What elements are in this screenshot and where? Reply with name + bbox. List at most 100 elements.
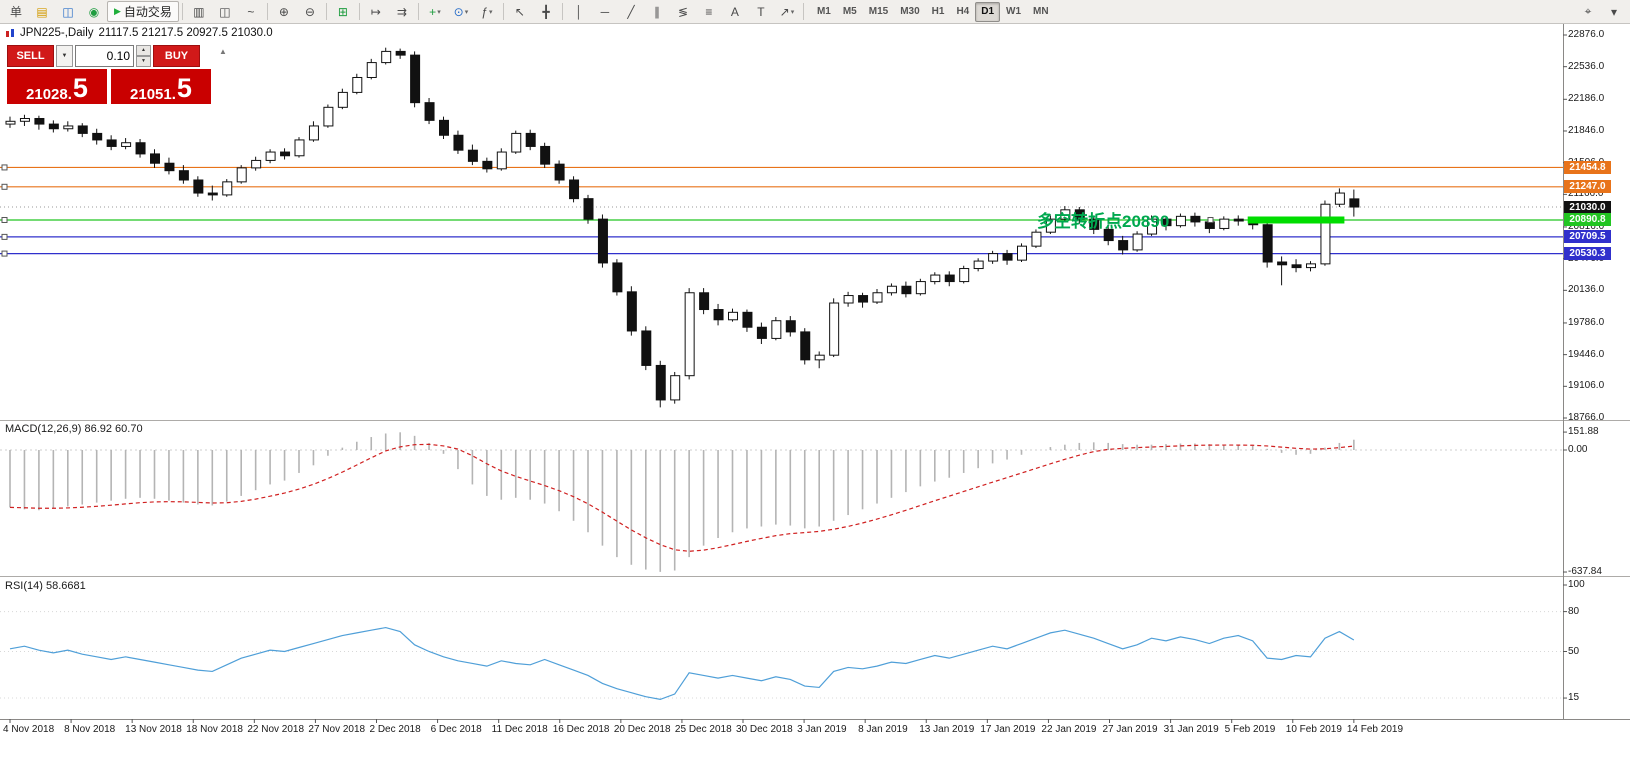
arrows-icon[interactable]: ↗ ▾ xyxy=(774,1,800,23)
cursor-icon: ↖ xyxy=(514,4,525,19)
rsi-layer xyxy=(0,611,1563,700)
date-label: 11 Dec 2018 xyxy=(491,724,548,735)
volume-input[interactable] xyxy=(75,45,134,67)
date-label: 22 Nov 2018 xyxy=(247,724,305,735)
bar-chart-icon[interactable]: ▥ xyxy=(186,1,212,23)
macd-signal-line xyxy=(9,443,1354,552)
rsi-tick: 100 xyxy=(1568,579,1585,590)
text-icon[interactable]: A xyxy=(722,1,748,23)
date-label: 18 Nov 2018 xyxy=(186,724,243,735)
fibonacci-icon[interactable]: ≶ xyxy=(670,1,696,23)
date-label: 27 Nov 2018 xyxy=(308,724,366,735)
buy-button[interactable]: BUY xyxy=(153,45,200,67)
data-window-icon: ◫ xyxy=(62,4,74,19)
price-badge: 20890.8 xyxy=(1564,213,1611,227)
arrows-icon: ↗ xyxy=(779,4,790,19)
trendline-icon[interactable]: ╱ xyxy=(618,1,644,23)
channel-icon: ∥ xyxy=(653,4,660,19)
toolbar-separator xyxy=(561,3,563,20)
macd-tick: 151.88 xyxy=(1568,426,1599,438)
timeframe-h1[interactable]: H1 xyxy=(931,6,945,17)
data-window-icon[interactable]: ◫ xyxy=(55,1,81,23)
date-label: 4 Nov 2018 xyxy=(3,724,55,735)
crosshair-icon: ╋ xyxy=(542,4,550,19)
new-chart-icon[interactable]: + ▾ xyxy=(422,1,448,23)
ohlc-values: 21117.5 21217.5 20927.5 21030.0 xyxy=(98,27,273,39)
annotation-text[interactable]: 多空转折点20890 xyxy=(1037,212,1170,231)
timeframe-m15[interactable]: M15 xyxy=(868,6,889,17)
date-label: 10 Feb 2019 xyxy=(1285,724,1342,735)
levels-icon[interactable]: ≡ xyxy=(696,1,722,23)
market-watch-icon[interactable]: ▤ xyxy=(29,1,55,23)
timeframe-h4[interactable]: H4 xyxy=(956,6,970,17)
sell-button[interactable]: SELL xyxy=(7,45,54,67)
date-label: 6 Dec 2018 xyxy=(430,724,482,735)
volume-up-button[interactable]: ▲ xyxy=(136,45,151,56)
buy-price-main: 21051. xyxy=(130,86,176,103)
zoom-in-icon: ⊕ xyxy=(278,4,289,19)
label-icon[interactable]: T xyxy=(748,1,774,23)
horizontal-line-icon: ─ xyxy=(600,4,610,19)
toolbar-separator xyxy=(417,3,419,20)
auto-scroll-icon: ⇉ xyxy=(396,4,407,19)
date-label: 17 Jan 2019 xyxy=(980,724,1036,735)
candlestick-icon[interactable]: ◫ xyxy=(212,1,238,23)
chevron-down-icon: ▾ xyxy=(790,8,795,16)
horizontal-line-icon[interactable]: ─ xyxy=(592,1,618,23)
vertical-line-icon: │ xyxy=(575,4,583,19)
price-tick: 21166.0 xyxy=(1568,188,1604,200)
channel-icon[interactable]: ∥ xyxy=(644,1,670,23)
zoom-in-icon[interactable]: ⊕ xyxy=(271,1,297,23)
date-label: 2 Dec 2018 xyxy=(369,724,421,735)
timeframe-d1[interactable]: D1 xyxy=(975,1,1001,22)
date-label: 16 Dec 2018 xyxy=(552,724,610,735)
crosshair-icon[interactable]: ╋ xyxy=(533,1,559,23)
shift-end-icon[interactable]: ↦ xyxy=(363,1,389,23)
timeframe-mn[interactable]: MN xyxy=(1033,6,1049,17)
price-badge: 20530.3 xyxy=(1564,247,1611,261)
volume-dropdown-button[interactable]: ▼ xyxy=(56,45,73,67)
one-click-trading-panel: SELL ▼ ▲ ▼ BUY 21028. 5 21051. 5 xyxy=(7,45,215,104)
cursor-icon[interactable]: ↖ xyxy=(507,1,533,23)
price-tick: 19446.0 xyxy=(1568,348,1605,360)
indicators-icon[interactable]: ƒ ▾ xyxy=(474,1,500,23)
toolbar-separator xyxy=(802,3,804,20)
candles-layer xyxy=(5,47,1360,408)
new-chart-icon: + xyxy=(429,4,437,19)
auto-trading-button: ▶ xyxy=(114,6,121,16)
timeframe-m30[interactable]: M30 xyxy=(900,6,920,17)
zoom-out-icon[interactable]: ⊖ xyxy=(297,1,323,23)
volume-down-button[interactable]: ▼ xyxy=(136,56,151,67)
line-chart-icon: ~ xyxy=(247,4,255,19)
crosshair-small-icon[interactable]: ⌖ xyxy=(1584,4,1592,18)
auto-scroll-icon[interactable]: ⇉ xyxy=(389,1,415,23)
timeframe-m1[interactable]: M1 xyxy=(816,6,831,17)
levels-icon: ≡ xyxy=(705,4,713,19)
navigator-icon[interactable]: ◉ xyxy=(81,1,107,23)
date-label: 13 Jan 2019 xyxy=(919,724,975,735)
auto-trading-button[interactable]: ▶ 自动交易 xyxy=(107,1,179,22)
chart-type-icon xyxy=(6,28,14,37)
chevron-down-icon: ▾ xyxy=(464,8,469,16)
zoom-out-icon: ⊖ xyxy=(304,4,315,19)
macd-tick: -637.84 xyxy=(1568,566,1602,578)
timeframe-w1[interactable]: W1 xyxy=(1006,6,1022,17)
panel-collapse-icon[interactable]: ▲ xyxy=(219,47,227,56)
line-chart-icon[interactable]: ~ xyxy=(238,1,264,23)
date-label: 20 Dec 2018 xyxy=(613,724,671,735)
price-tick: 18766.0 xyxy=(1568,412,1605,423)
date-label: 14 Feb 2019 xyxy=(1346,724,1404,735)
tile-windows-icon[interactable]: ⊞ xyxy=(330,1,356,23)
vertical-line-icon[interactable]: │ xyxy=(566,1,592,23)
toolbar-more-icon[interactable]: ▾ xyxy=(1610,4,1618,19)
buy-price[interactable]: 21051. 5 xyxy=(111,69,211,104)
orders-menu[interactable]: 单 xyxy=(3,1,29,23)
price-tick: 19106.0 xyxy=(1568,380,1605,392)
sell-price[interactable]: 21028. 5 xyxy=(7,69,107,104)
date-label: 8 Jan 2019 xyxy=(858,724,908,735)
timeframe-switcher: M1 M5 M15 M30 H1 H4 D1 W1 MN xyxy=(811,1,1055,22)
timeframe-m5[interactable]: M5 xyxy=(842,6,857,17)
profiles-icon[interactable]: ⊙ ▾ xyxy=(448,1,474,23)
sell-price-main: 21028. xyxy=(26,86,72,103)
